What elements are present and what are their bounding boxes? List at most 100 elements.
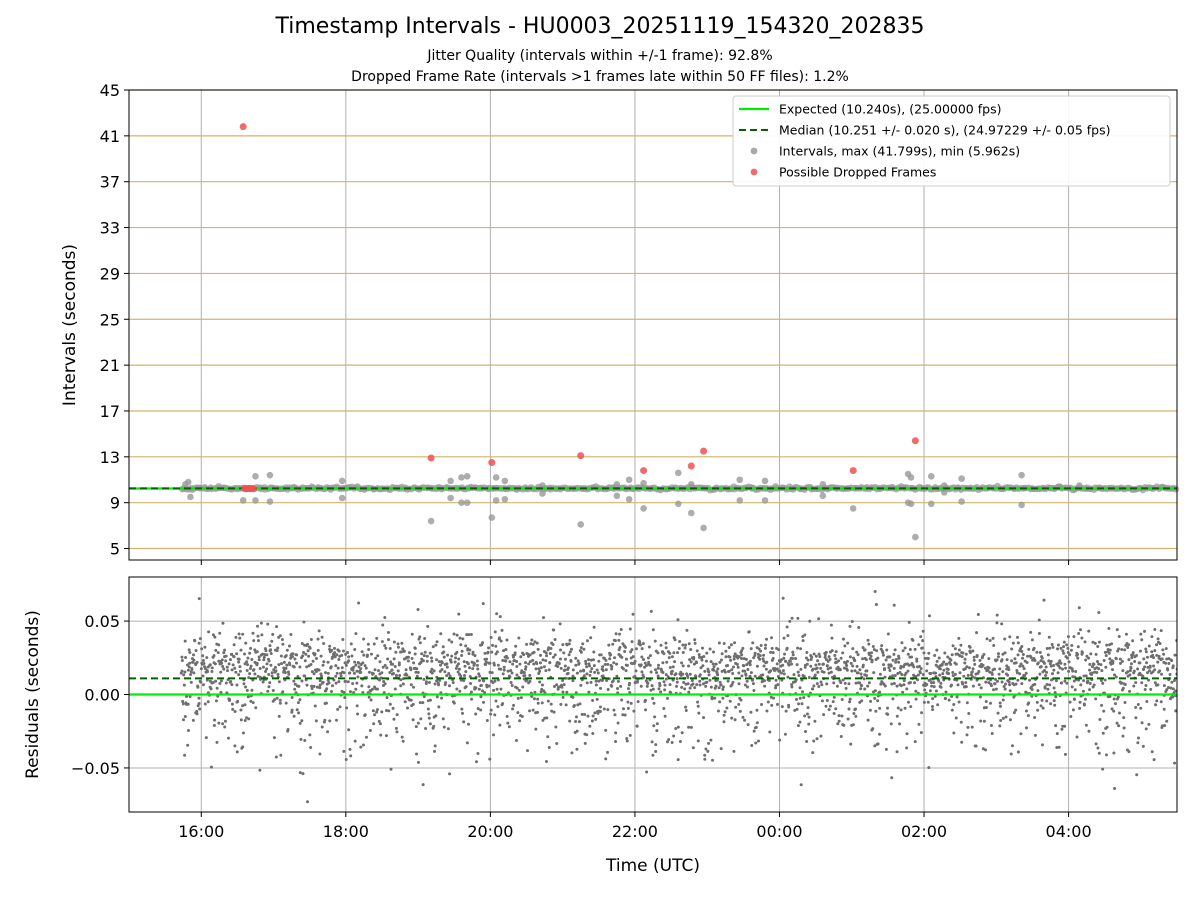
residual-point <box>891 697 895 701</box>
residual-point <box>1173 653 1177 657</box>
residual-point <box>493 679 497 683</box>
residual-point <box>1065 681 1069 685</box>
residual-point <box>797 673 801 677</box>
residual-point <box>812 652 816 656</box>
residual-point <box>492 688 496 692</box>
residual-point <box>542 665 546 669</box>
residual-point <box>504 648 508 652</box>
residual-point <box>1104 753 1108 757</box>
residual-point <box>1018 672 1022 676</box>
residual-point <box>476 751 480 755</box>
residual-point <box>363 664 367 668</box>
residual-point <box>996 711 1000 715</box>
residual-point <box>848 700 852 704</box>
residual-point <box>295 661 299 665</box>
residual-point <box>499 639 503 643</box>
residual-point <box>688 658 692 662</box>
residual-point <box>851 647 855 651</box>
residual-point <box>1050 643 1054 647</box>
residual-point <box>882 663 886 667</box>
residual-point <box>355 681 359 685</box>
residual-point <box>275 649 279 653</box>
residual-point <box>206 700 210 704</box>
residual-point <box>957 700 961 704</box>
residual-point <box>1083 640 1087 644</box>
residual-point <box>813 719 817 723</box>
residual-point <box>354 632 358 636</box>
residual-point <box>765 660 769 664</box>
residual-point <box>1117 647 1121 651</box>
residual-point <box>752 688 756 692</box>
residual-point <box>1101 731 1105 735</box>
residual-point <box>913 681 917 685</box>
residual-point <box>227 662 231 666</box>
residual-point <box>352 691 356 695</box>
residual-point <box>1070 685 1074 689</box>
residual-point <box>1134 653 1138 657</box>
residual-point <box>1102 659 1106 663</box>
residual-point <box>903 646 907 650</box>
residual-point <box>372 722 376 726</box>
residual-point <box>258 768 262 772</box>
residual-point <box>441 645 445 649</box>
residual-point <box>671 678 675 682</box>
residual-point <box>867 642 871 646</box>
residual-point <box>1114 675 1118 679</box>
interval-point <box>266 498 274 505</box>
residual-point <box>1126 670 1130 674</box>
residual-point <box>347 659 351 663</box>
residual-point <box>394 650 398 654</box>
residual-point <box>272 736 276 740</box>
residual-point <box>1162 684 1166 688</box>
residual-point <box>814 663 818 667</box>
residual-point <box>938 667 942 671</box>
residual-point <box>900 672 904 676</box>
residual-point <box>821 662 825 666</box>
residual-point <box>628 733 632 737</box>
residual-point <box>477 687 481 691</box>
residual-point <box>499 667 503 671</box>
residual-point <box>1122 716 1126 720</box>
residual-point <box>673 638 677 642</box>
residual-point <box>1080 636 1084 640</box>
residual-point <box>224 659 228 663</box>
residual-point <box>1015 668 1019 672</box>
residual-point <box>540 683 544 687</box>
residual-point <box>817 684 821 688</box>
residual-point <box>201 658 205 662</box>
residual-point <box>1060 727 1064 731</box>
intervals-ytick-label-6: 29 <box>100 264 120 283</box>
residual-point <box>200 647 204 651</box>
interval-point <box>700 524 707 532</box>
residual-point <box>187 665 191 669</box>
residual-point <box>292 679 296 683</box>
residual-point <box>1174 689 1177 693</box>
residual-point <box>704 747 708 751</box>
residual-point <box>893 648 897 652</box>
residual-point <box>1033 659 1037 663</box>
residual-point <box>1076 656 1080 660</box>
residual-point <box>743 718 747 722</box>
residual-point <box>1062 651 1066 655</box>
residual-point <box>878 732 882 736</box>
residual-point <box>296 675 300 679</box>
residual-point <box>847 682 851 686</box>
residual-point <box>572 703 576 707</box>
residual-point <box>1144 684 1148 688</box>
residual-point <box>640 655 644 659</box>
residual-point <box>803 633 807 637</box>
residual-point <box>822 713 826 717</box>
residual-point <box>837 659 841 663</box>
residual-point <box>782 656 786 660</box>
residual-point <box>487 684 491 688</box>
residual-point <box>449 660 453 664</box>
residual-point <box>352 665 356 669</box>
residual-point <box>947 672 951 676</box>
residual-point <box>964 681 968 685</box>
residual-point <box>782 672 786 676</box>
residual-point <box>329 665 333 669</box>
residual-point <box>519 655 523 659</box>
residual-point <box>490 650 494 654</box>
residual-point <box>376 654 380 658</box>
residual-point <box>649 670 653 674</box>
